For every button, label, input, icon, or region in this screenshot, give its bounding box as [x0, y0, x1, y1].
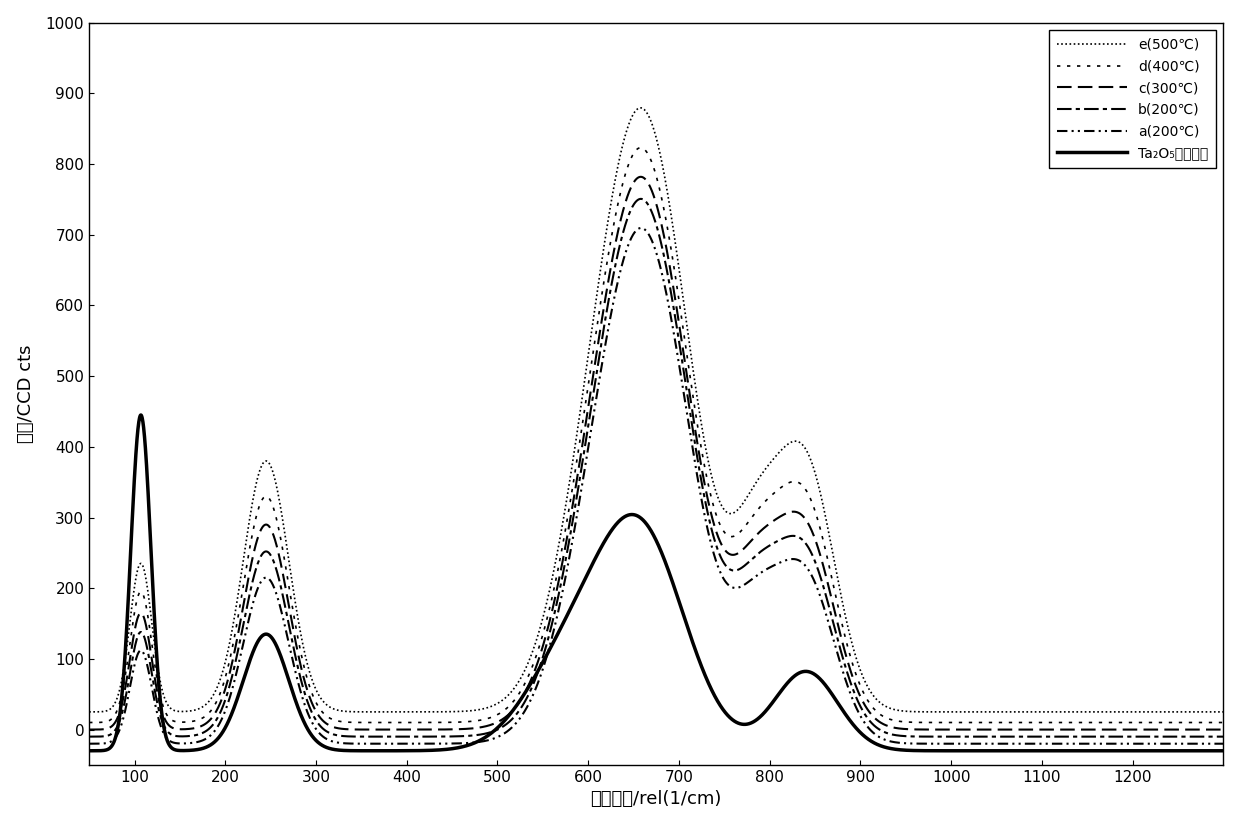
Y-axis label: 能量/CCD cts: 能量/CCD cts — [16, 345, 35, 443]
X-axis label: 拉曼光谱/rel(1/cm): 拉曼光谱/rel(1/cm) — [590, 790, 722, 808]
Legend: e(500℃), d(400℃), c(300℃), b(200℃), a(200℃), Ta₂O₅标准谱线: e(500℃), d(400℃), c(300℃), b(200℃), a(20… — [1049, 30, 1216, 168]
